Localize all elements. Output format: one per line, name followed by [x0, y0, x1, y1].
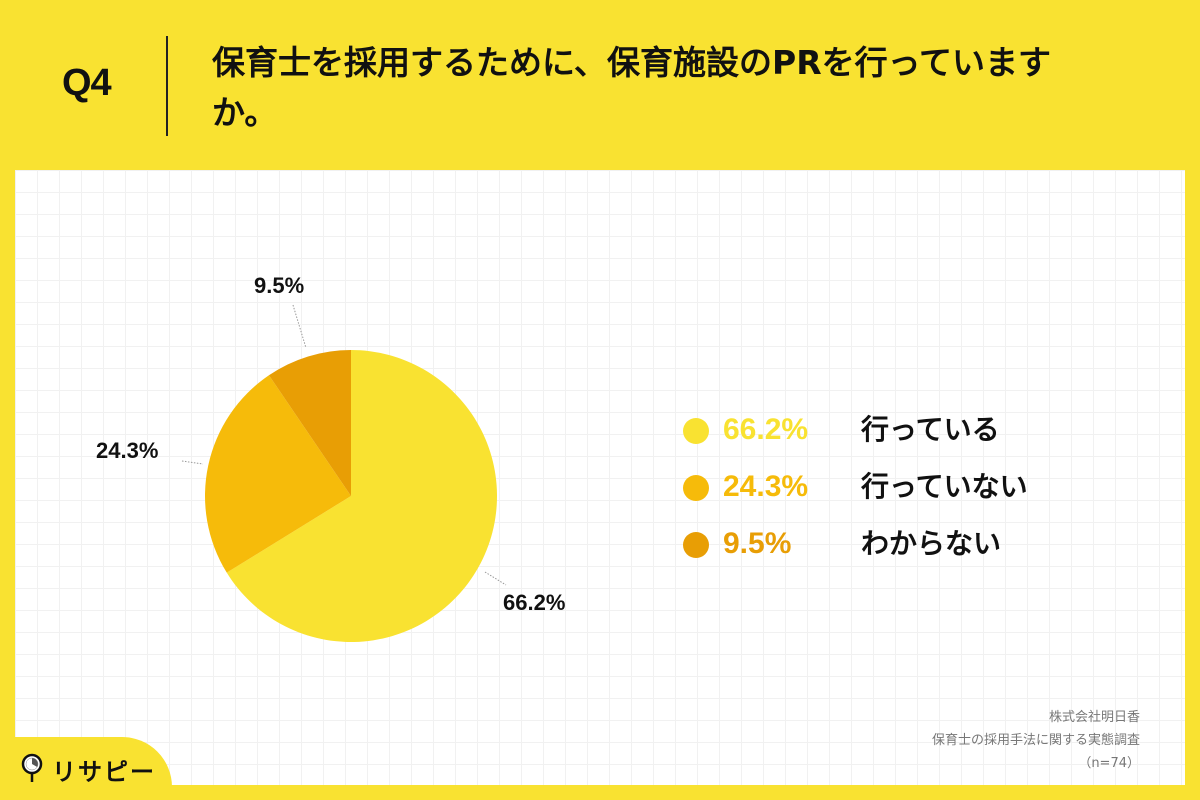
logo-text: リサピー	[52, 757, 156, 786]
pie-label-not-doing: 24.3%	[96, 438, 159, 463]
question-number: Q4	[62, 62, 112, 104]
question-header: Q4 保育士を採用するために、保育施設のPRを行っていますか。	[0, 0, 1200, 170]
pie-label-doing: 66.2%	[503, 590, 566, 615]
legend-dot-icon	[683, 532, 709, 558]
legend-label: 行っていない	[861, 470, 1028, 503]
source-sample-size: （n=74）	[1078, 756, 1140, 771]
pie-label-dontknow: 9.5%	[254, 273, 305, 298]
legend-percent: 24.3%	[723, 470, 809, 503]
legend-percent: 9.5%	[723, 527, 792, 560]
leader-lines	[181, 304, 507, 586]
pie-slice-0	[226, 350, 497, 642]
brand-logo: リサピー	[20, 752, 156, 786]
legend-percent: 66.2%	[723, 413, 809, 446]
legend-label: わからない	[861, 527, 1002, 560]
pie-slice-2	[268, 350, 351, 496]
legend-dot-icon	[683, 475, 709, 501]
header-divider	[166, 36, 168, 136]
legend-label: 行っている	[861, 413, 1000, 446]
source-survey: 保育士の採用手法に関する実態調査	[931, 733, 1140, 748]
question-title: 保育士を採用するために、保育施設のPRを行っていますか。	[212, 43, 1051, 132]
legend-item-not-doing: 24.3% 行っていない	[683, 467, 1083, 507]
legend-item-doing: 66.2% 行っている	[683, 410, 1083, 450]
legend-dot-icon	[683, 418, 709, 444]
magnifier-pie-icon	[21, 753, 43, 782]
source-note: 株式会社明日香 保育士の採用手法に関する実態調査 （n=74）	[932, 706, 1140, 775]
pie-slice-1	[204, 375, 351, 573]
source-company: 株式会社明日香	[1048, 710, 1140, 725]
legend-item-dontknow: 9.5% わからない	[683, 524, 1083, 564]
